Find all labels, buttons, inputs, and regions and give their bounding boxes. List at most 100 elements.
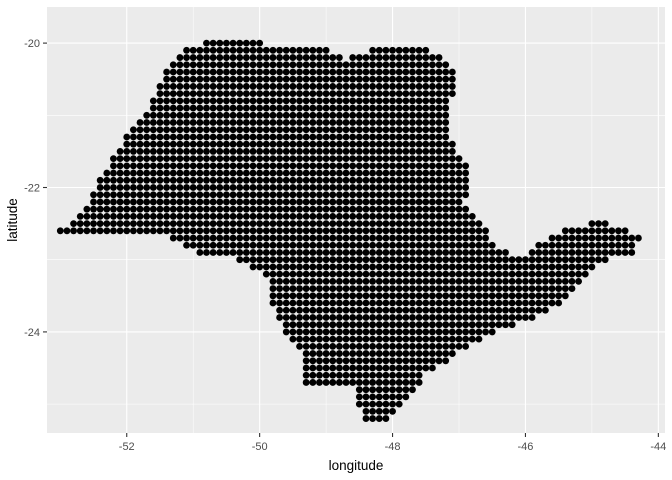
data-point bbox=[203, 54, 210, 61]
data-point bbox=[429, 328, 436, 336]
data-point bbox=[216, 111, 224, 119]
data-point bbox=[269, 90, 277, 98]
data-point bbox=[382, 306, 390, 314]
data-point bbox=[229, 111, 237, 119]
data-point bbox=[422, 314, 430, 321]
data-point bbox=[508, 314, 516, 321]
data-point bbox=[355, 328, 363, 336]
data-point bbox=[389, 162, 396, 170]
data-point bbox=[149, 140, 157, 148]
data-point bbox=[402, 371, 410, 379]
data-point bbox=[362, 335, 370, 343]
data-point bbox=[262, 176, 270, 184]
data-point bbox=[429, 148, 436, 155]
data-point bbox=[448, 314, 456, 321]
data-point bbox=[528, 270, 536, 278]
data-point bbox=[335, 220, 343, 228]
data-point bbox=[149, 220, 157, 228]
data-point bbox=[369, 241, 377, 249]
data-point bbox=[415, 68, 423, 76]
data-point bbox=[229, 133, 237, 141]
data-point bbox=[183, 126, 190, 134]
data-point bbox=[176, 162, 184, 170]
data-point bbox=[329, 328, 337, 336]
data-point bbox=[462, 169, 470, 177]
data-point bbox=[342, 306, 350, 314]
data-point bbox=[156, 176, 164, 184]
data-point bbox=[402, 285, 410, 292]
data-point bbox=[435, 277, 443, 285]
data-point bbox=[309, 241, 317, 249]
data-point bbox=[561, 249, 569, 256]
data-point bbox=[116, 184, 124, 191]
data-point bbox=[302, 75, 310, 83]
data-point bbox=[535, 270, 543, 278]
data-point bbox=[189, 111, 197, 119]
data-point bbox=[322, 205, 330, 213]
data-point bbox=[309, 371, 317, 379]
data-point bbox=[429, 350, 436, 357]
data-point bbox=[375, 277, 383, 285]
data-point bbox=[555, 241, 563, 249]
data-point bbox=[309, 285, 317, 292]
data-point bbox=[382, 148, 390, 155]
data-point bbox=[183, 111, 190, 119]
data-point bbox=[342, 299, 350, 307]
data-point bbox=[575, 249, 583, 256]
data-point bbox=[568, 277, 576, 285]
data-point bbox=[362, 321, 370, 329]
data-point bbox=[276, 83, 283, 90]
data-point bbox=[90, 220, 97, 228]
data-point bbox=[462, 342, 470, 350]
data-point bbox=[402, 277, 410, 285]
data-point bbox=[302, 371, 310, 379]
data-point bbox=[409, 126, 416, 134]
data-point bbox=[302, 328, 310, 336]
data-point bbox=[535, 306, 543, 314]
data-point bbox=[568, 234, 576, 242]
data-point bbox=[322, 256, 330, 264]
data-point bbox=[601, 249, 609, 256]
data-point bbox=[236, 119, 244, 126]
data-point bbox=[389, 126, 396, 134]
data-point bbox=[316, 198, 323, 206]
data-point bbox=[269, 162, 277, 170]
data-point bbox=[289, 270, 297, 278]
data-point bbox=[316, 277, 323, 285]
data-point bbox=[329, 234, 337, 242]
data-point bbox=[229, 140, 237, 148]
data-point bbox=[256, 176, 264, 184]
data-point bbox=[389, 321, 396, 329]
data-point bbox=[296, 220, 303, 228]
data-point bbox=[502, 292, 509, 300]
data-point bbox=[276, 292, 283, 300]
data-point bbox=[156, 162, 164, 170]
data-point bbox=[143, 155, 151, 163]
data-point bbox=[289, 61, 297, 69]
data-point bbox=[296, 263, 303, 271]
data-point bbox=[309, 263, 317, 271]
data-point bbox=[229, 75, 237, 83]
data-point bbox=[163, 169, 171, 177]
data-point bbox=[269, 227, 277, 235]
data-point bbox=[369, 68, 377, 76]
data-point bbox=[249, 126, 257, 134]
data-point bbox=[488, 277, 496, 285]
data-point bbox=[309, 111, 317, 119]
data-point bbox=[183, 234, 190, 242]
data-point bbox=[196, 111, 204, 119]
data-point bbox=[409, 306, 416, 314]
data-point bbox=[169, 184, 177, 191]
data-point bbox=[309, 205, 317, 213]
data-point bbox=[216, 54, 224, 61]
data-point bbox=[355, 111, 363, 119]
data-point bbox=[395, 220, 403, 228]
data-point bbox=[395, 90, 403, 98]
data-point bbox=[548, 256, 556, 264]
data-point bbox=[322, 335, 330, 343]
data-point bbox=[442, 119, 450, 126]
data-point bbox=[375, 270, 383, 278]
data-point bbox=[236, 140, 244, 148]
data-point bbox=[409, 256, 416, 264]
data-point bbox=[561, 234, 569, 242]
